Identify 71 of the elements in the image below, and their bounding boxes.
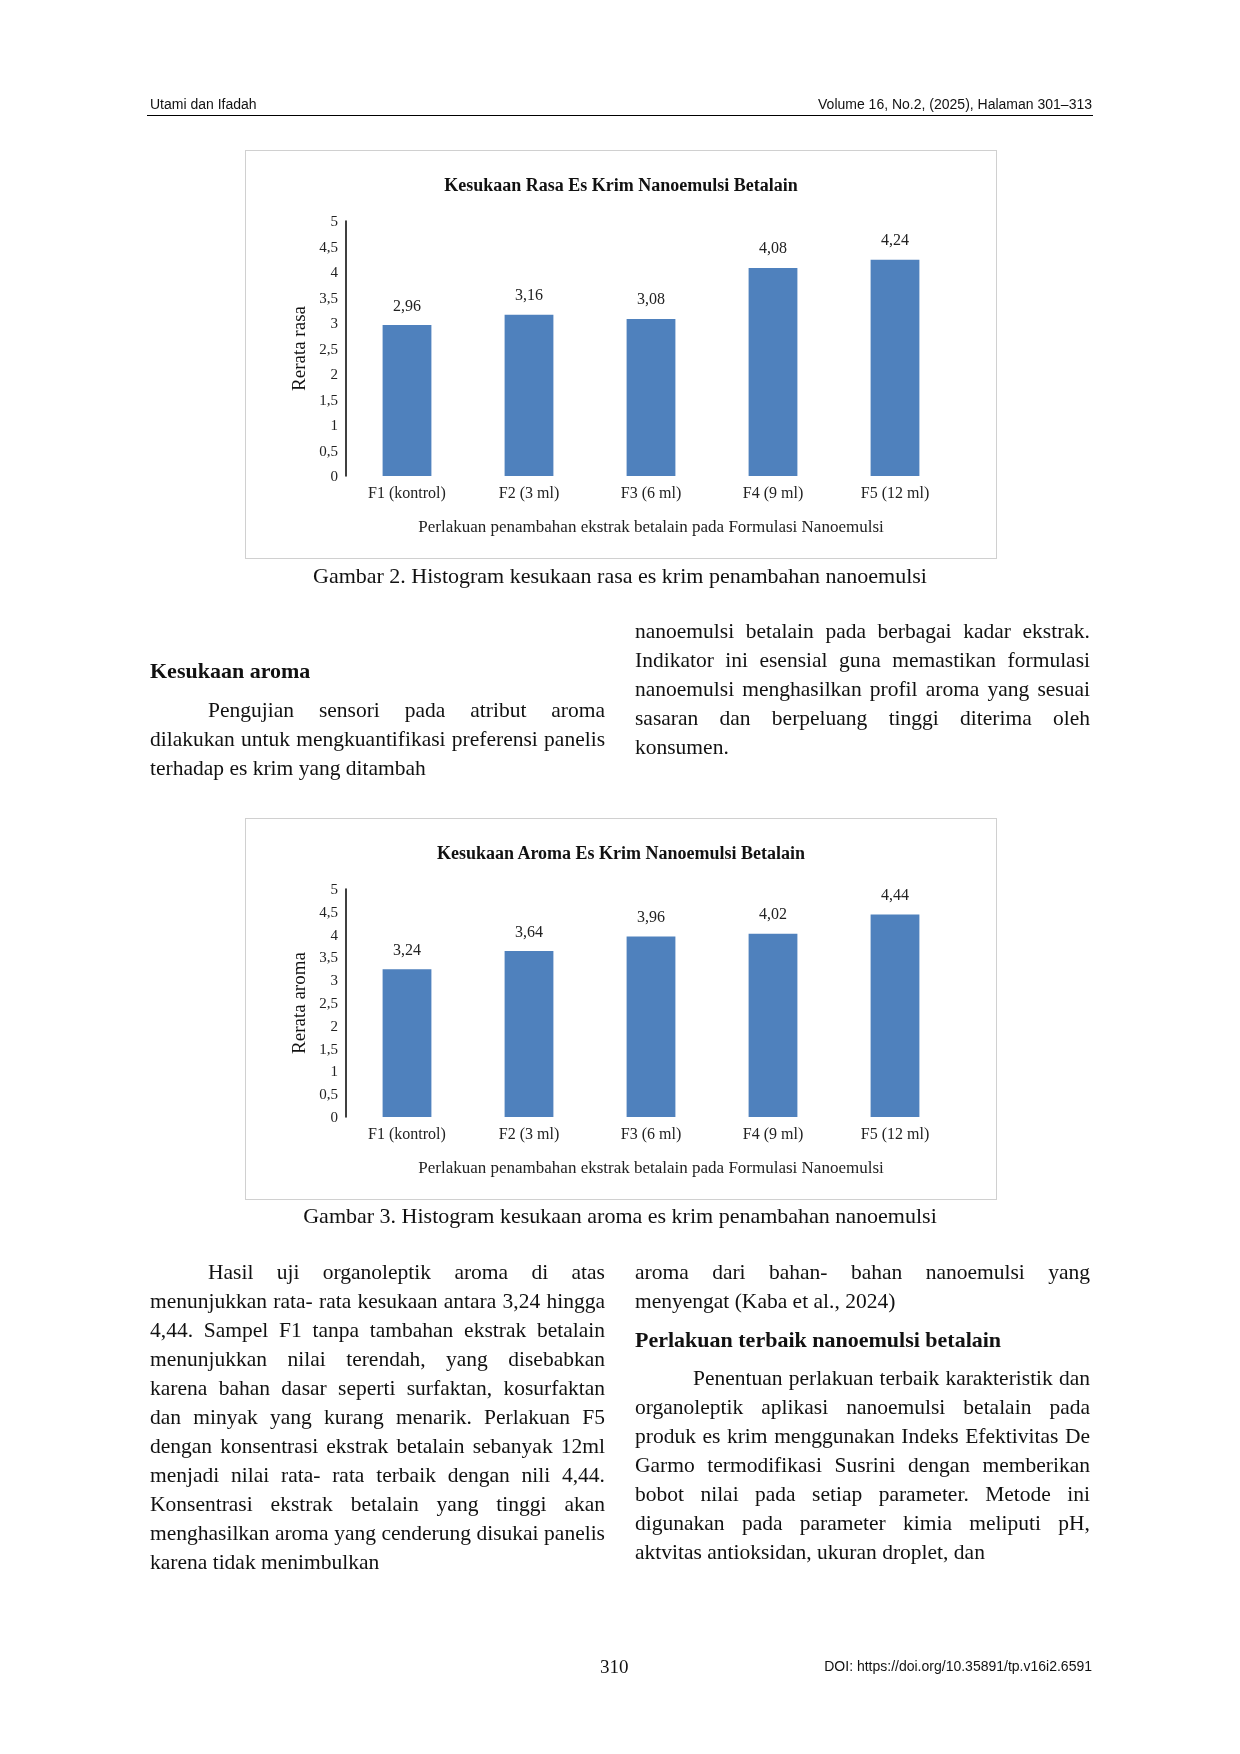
- data-label: 3,08: [637, 290, 665, 308]
- data-label: 3,64: [515, 922, 543, 940]
- bar: [382, 325, 432, 476]
- text: Gambar 2. Histogram kesukaan rasa es krim penambahan nanoemulsi: [312, 563, 928, 589]
- y-tick-label: 2,5: [319, 340, 338, 357]
- data-label: 3,16: [515, 286, 543, 304]
- text: Perlakuan terbaik nanoemulsi betalain: [635, 1327, 1002, 1353]
- y-tick-label: 4,5: [319, 238, 338, 255]
- bar: [504, 951, 554, 1117]
- x-tick-label: F4 (9 ml): [742, 1124, 804, 1143]
- y-tick-label: 1,5: [319, 391, 338, 408]
- y-tick-label: 2: [330, 1017, 338, 1034]
- x-tick-label: F1 (kontrol): [368, 483, 446, 502]
- data-label: 4,02: [759, 905, 787, 923]
- bar: [748, 267, 798, 476]
- bar: [870, 914, 920, 1117]
- x-axis-title: Perlakuan penambahan ekstrak betalain pada Formulasi Nanoemulsi: [418, 517, 885, 536]
- y-tick-label: 1,5: [319, 1040, 338, 1057]
- text: aroma dari bahan- bahan nanoemulsi yang menyengat (Kaba et al., 2024): [635, 1259, 1090, 1315]
- y-tick-label: 1: [330, 417, 338, 433]
- y-tick-label: 0,5: [319, 442, 338, 459]
- text: DOI: https://doi.org/10.35891/tp.v16i2.6591: [824, 1658, 1092, 1674]
- text: 310: [600, 1656, 629, 1678]
- y-tick-label: 1: [330, 1063, 338, 1080]
- chart-title: Kesukaan Aroma Es Krim Nanoemulsi Betalain: [436, 843, 806, 863]
- data-label: 3,96: [637, 907, 665, 925]
- y-axis-title: Rerata rasa: [288, 305, 309, 391]
- bar: [504, 314, 554, 476]
- data-label: 2,96: [393, 296, 421, 314]
- y-tick-label: 4: [330, 926, 339, 943]
- x-axis-title: Perlakuan penambahan ekstrak betalain pada Formulasi Nanoemulsi: [418, 1158, 885, 1177]
- chart-title: Kesukaan Rasa Es Krim Nanoemulsi Betalain: [444, 175, 798, 195]
- text: nanoemulsi betalain pada berbagai kadar ekstrak. Indikator ini esensial guna memastikan formulasi nanoemulsi menghasilkan profil aroma yang sesuai sasaran dan berpeluang tinggi diterima oleh konsumen.: [635, 618, 1090, 761]
- data-label: 4,08: [759, 239, 787, 257]
- y-tick-label: 5: [330, 213, 338, 229]
- y-tick-label: 5: [330, 881, 338, 897]
- y-tick-label: 3,5: [319, 289, 338, 306]
- y-tick-label: 3: [330, 972, 338, 989]
- data-label: 4,44: [881, 886, 909, 904]
- x-tick-label: F4 (9 ml): [742, 483, 804, 502]
- x-tick-label: F5 (12 ml): [860, 1124, 930, 1143]
- y-tick-label: 0: [330, 1109, 338, 1125]
- x-tick-label: F3 (6 ml): [620, 1124, 682, 1143]
- text: Gambar 3. Histogram kesukaan aroma es krim penambahan nanoemulsi: [302, 1203, 938, 1229]
- x-tick-label: F5 (12 ml): [860, 483, 930, 502]
- y-tick-label: 3,5: [319, 949, 338, 966]
- bar: [748, 933, 798, 1117]
- text: Utami dan Ifadah: [150, 96, 257, 112]
- bar: [626, 936, 676, 1117]
- y-tick-label: 0: [330, 468, 338, 484]
- x-tick-label: F2 (3 ml): [498, 1124, 560, 1143]
- y-tick-label: 4,5: [319, 903, 338, 920]
- text: Pengujian sensori pada atribut aroma dilakukan untuk mengkuantifikasi preferensi panelis terhadap es krim yang ditambah: [150, 697, 605, 782]
- y-tick-label: 0,5: [319, 1086, 338, 1103]
- x-tick-label: F3 (6 ml): [620, 483, 682, 502]
- data-label: 3,24: [393, 940, 421, 958]
- y-tick-label: 2: [330, 366, 338, 382]
- bar: [382, 969, 432, 1117]
- y-tick-label: 2,5: [319, 995, 338, 1011]
- bar: [870, 259, 920, 476]
- text: Kesukaan aroma: [150, 658, 311, 684]
- text: Hasil uji organoleptik aroma di atas menunjukkan rata- rata kesukaan antara 3,24 hingga 4,44. Sampel F1 tanpa tambahan ekstrak betalain menunjukkan nilai terendah, yang disebabkan karena bahan dasar seperti surfaktan, kosurfaktan dan minyak yang kurang menarik. Perlakuan F5 dengan konsentrasi ekstrak betalain sebanyak 12ml menjadi nilai rata- rata terbaik dengan nili 4,44. Konsentrasi ekstrak betalain yang tinggi akan menghasilkan aroma yang cenderung disukai panelis karena tidak menimbulkan: [150, 1260, 605, 1574]
- data-label: 4,24: [881, 231, 909, 249]
- x-tick-label: F2 (3 ml): [498, 483, 560, 502]
- text: Volume 16, No.2, (2025), Halaman 301–313: [818, 96, 1092, 112]
- text: Penentuan perlakuan terbaik karakteristik dan organoleptik aplikasi nanoemulsi betalain pada produk es krim menggunakan Indeks Efektivitas De Garmo termodifikasi Susrini dengan memberikan bobot nilai pada setiap parameter. Metode ini digunakan pada parameter kimia meliputi pH, aktvitas antioksidan, ukuran droplet, dan: [635, 1365, 1090, 1566]
- x-tick-label: F1 (kontrol): [368, 1124, 446, 1143]
- y-tick-label: 4: [330, 264, 339, 280]
- y-tick-label: 3: [330, 315, 338, 331]
- y-axis-title: Rerata aroma: [288, 951, 309, 1054]
- bar: [626, 318, 676, 476]
